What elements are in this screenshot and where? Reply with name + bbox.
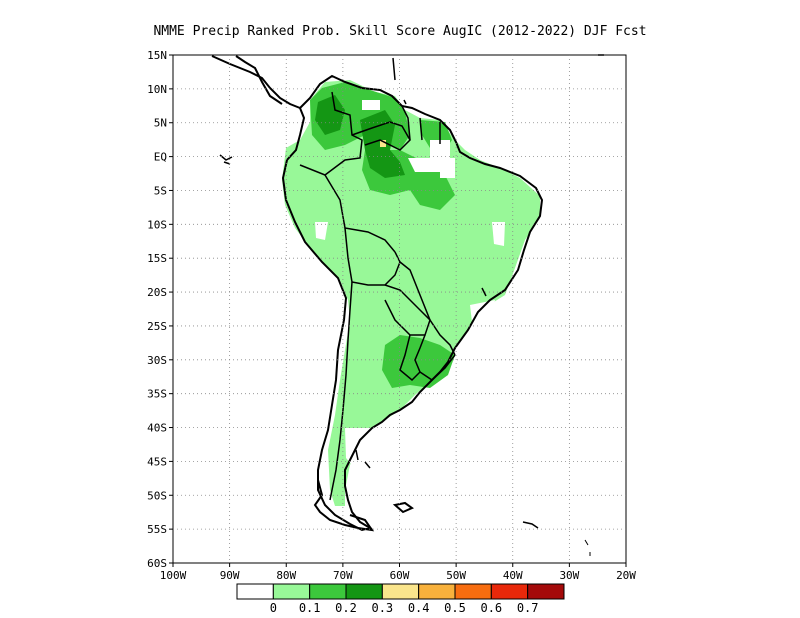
lat-tick-label: 5S xyxy=(154,184,167,197)
falkland-islands xyxy=(392,501,415,514)
no-skill-hole-brazil-east xyxy=(492,222,505,246)
lat-tick-label: 55S xyxy=(147,523,167,536)
lat-tick-label: 60S xyxy=(147,557,167,570)
lake-marks xyxy=(355,287,487,469)
central-america-coast xyxy=(211,55,301,109)
lon-tick-label: 40W xyxy=(503,569,523,582)
lon-tick-label: 90W xyxy=(220,569,240,582)
lat-tick-label: EQ xyxy=(154,151,167,164)
border-brazil-south xyxy=(399,261,456,356)
lat-tick-label: 40S xyxy=(147,422,167,435)
no-skill-hole-amazon xyxy=(408,158,455,178)
colorbar-swatch xyxy=(490,583,529,600)
colorbar-label: 0.5 xyxy=(444,601,466,615)
colorbar-label: 0.4 xyxy=(408,601,430,615)
border-guianas xyxy=(401,105,441,144)
lon-tick-label: 100W xyxy=(160,569,187,582)
lon-tick-label: 20W xyxy=(616,569,636,582)
lon-tick-label: 60W xyxy=(390,569,410,582)
lat-tick-label: 10S xyxy=(147,218,167,231)
longitude-axis: 100W 90W 80W 70W 60W 50W 40W 30W 20W xyxy=(160,563,636,582)
border-peru-brazil xyxy=(324,174,396,253)
lat-tick-label: 15N xyxy=(147,49,167,62)
colorbar-swatch xyxy=(527,583,565,600)
south-america-coast xyxy=(281,74,544,532)
colorbar-label: 0.7 xyxy=(517,601,539,615)
colorbar-swatch xyxy=(236,583,274,600)
lat-tick-label: 30S xyxy=(147,354,167,367)
south-georgia-island xyxy=(522,521,539,529)
latitude-axis: 15N 10N 5N EQ 5S 10S 15S 20S 25S 30S 35S 40S 45S 50S 5… xyxy=(147,49,173,570)
caribbean-islands xyxy=(392,54,604,105)
no-skill-hole-north xyxy=(362,100,380,110)
skill-area-yellow xyxy=(380,140,386,147)
tierra-del-fuego xyxy=(313,479,375,532)
border-venezuela-brazil xyxy=(351,121,411,151)
central-america-coast-south xyxy=(235,55,283,105)
lon-tick-label: 50W xyxy=(446,569,466,582)
lat-tick-label: 10N xyxy=(147,83,167,96)
lon-tick-label: 80W xyxy=(276,569,296,582)
lat-tick-label: 15S xyxy=(147,252,167,265)
border-argentina-east xyxy=(399,334,421,382)
colorbar-swatch xyxy=(418,583,456,600)
colorbar-label: 0.6 xyxy=(480,601,502,615)
lat-tick-label: 5N xyxy=(154,117,167,130)
colorbar: 0 0.1 0.2 0.3 0.4 0.5 0.6 0.7 xyxy=(236,583,565,615)
coastlines-and-borders xyxy=(211,54,604,556)
south-atlantic-islands xyxy=(584,539,591,556)
lon-tick-label: 30W xyxy=(559,569,579,582)
skill-area-dark-green-colombia xyxy=(315,95,345,135)
no-skill-hole-guiana xyxy=(430,140,450,160)
no-skill-hole-peru xyxy=(315,222,328,240)
colorbar-swatch xyxy=(345,583,383,600)
colorbar-label: 0.1 xyxy=(299,601,321,615)
lat-tick-label: 35S xyxy=(147,388,167,401)
skill-area-light-green xyxy=(282,80,540,506)
skill-shading xyxy=(282,80,540,506)
border-colombia-venezuela xyxy=(299,91,363,176)
colorbar-swatch xyxy=(381,583,420,600)
graticule xyxy=(173,55,626,563)
lat-tick-label: 20S xyxy=(147,286,167,299)
border-chile-argentina xyxy=(329,281,353,501)
border-bolivia xyxy=(344,227,401,286)
lat-tick-label: 25S xyxy=(147,320,167,333)
no-skill-hole-patagonia xyxy=(345,428,372,470)
colorbar-label: 0.3 xyxy=(371,601,393,615)
colorbar-swatch xyxy=(272,583,311,600)
colorbar-swatch xyxy=(454,583,492,600)
lat-tick-label: 45S xyxy=(147,455,167,468)
colorbar-label: 0.2 xyxy=(335,601,357,615)
colorbar-swatch xyxy=(309,583,347,600)
map-title: NMME Precip Ranked Prob. Skill Score Aug… xyxy=(153,24,646,39)
colorbar-label: 0 xyxy=(270,601,277,615)
lat-tick-label: 50S xyxy=(147,489,167,502)
lon-tick-label: 70W xyxy=(333,569,353,582)
